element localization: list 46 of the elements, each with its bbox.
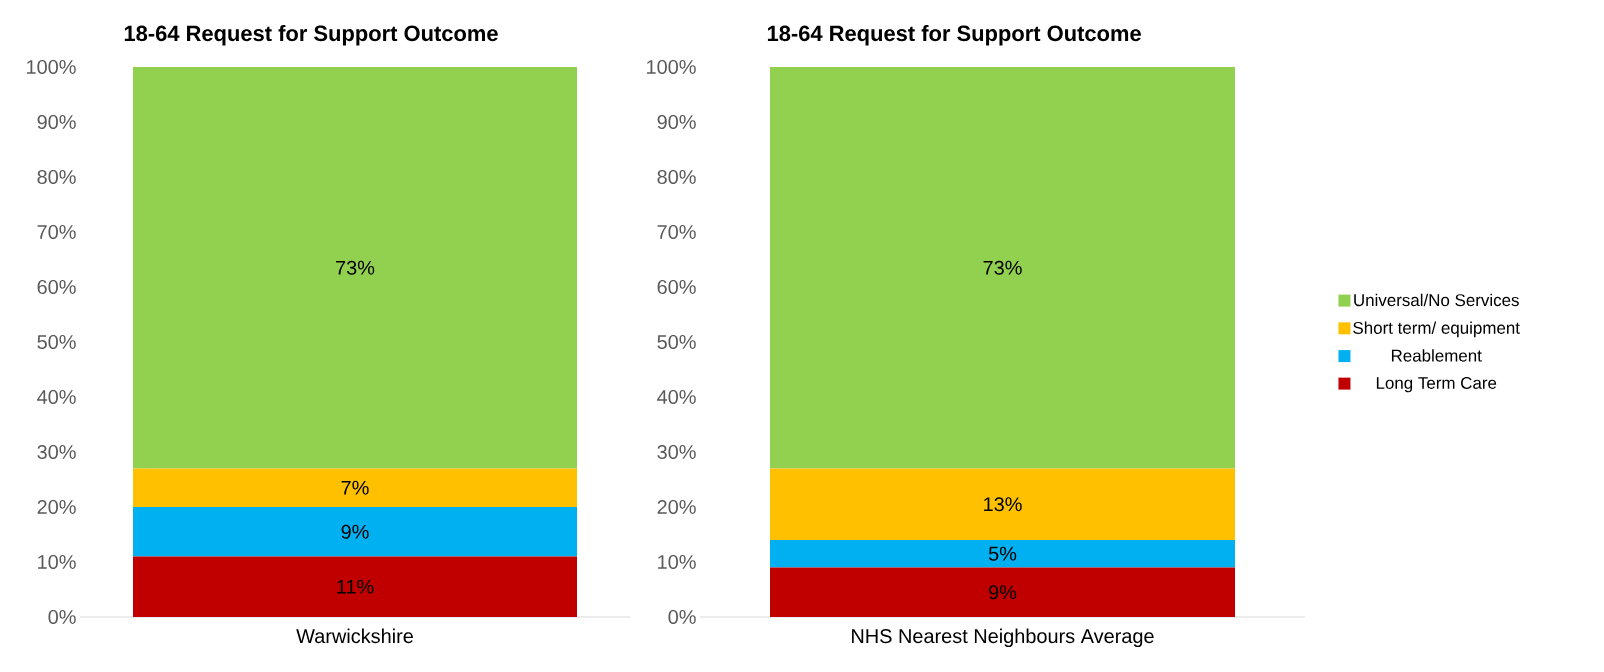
y-tick-label: 60% xyxy=(657,279,696,295)
data-label: 5% xyxy=(988,546,1017,561)
y-tick-label: 30% xyxy=(37,444,76,460)
text: Reablement xyxy=(1391,349,1482,362)
y-tick-label: 100% xyxy=(647,59,696,75)
bar xyxy=(770,66,1236,469)
y-tick-label: 40% xyxy=(37,389,76,405)
y-tick-label: 70% xyxy=(657,224,696,240)
chart-title: 18-64 Request for Support Outcome xyxy=(124,25,498,46)
legend-label: Short term/ equipment xyxy=(1353,321,1520,338)
y-tick-label: 100% xyxy=(27,59,76,75)
bar xyxy=(133,66,578,469)
y-tick-label: 60% xyxy=(37,279,76,295)
y-tick-label: 20% xyxy=(657,499,696,515)
y-tick-label: 70% xyxy=(37,224,76,240)
y-tick-label: 90% xyxy=(657,114,696,130)
bar xyxy=(133,507,578,557)
x-tick-label: NHS Nearest Neighbours Average xyxy=(852,628,1154,648)
y-tick-label: 10% xyxy=(658,554,696,570)
y-tick-label: 50% xyxy=(37,334,76,350)
y-tick-label: 10% xyxy=(38,554,76,570)
y-tick-label: 50% xyxy=(657,334,696,350)
y-tick-label: 80% xyxy=(37,169,76,185)
bar xyxy=(770,567,1236,617)
data-label: 11% xyxy=(337,579,374,594)
data-label: 73% xyxy=(983,260,1022,275)
data-label: 7% xyxy=(341,480,369,495)
data-label: 9% xyxy=(341,524,369,539)
legend-label: Long Term Care xyxy=(1376,376,1497,393)
y-tick-label: 0% xyxy=(48,609,76,625)
data-label: 73% xyxy=(336,260,375,275)
y-tick-label: 40% xyxy=(657,389,696,405)
y-tick-label: 80% xyxy=(657,169,696,185)
bar xyxy=(133,468,578,507)
y-tick-label: 0% xyxy=(668,609,696,625)
y-tick-label: 90% xyxy=(37,114,76,130)
data-label: 9% xyxy=(989,585,1017,600)
chart-title: 18-64 Request for Support Outcome xyxy=(767,25,1141,46)
y-tick-label: 30% xyxy=(657,444,696,460)
bar xyxy=(770,540,1236,568)
y-tick-label: 20% xyxy=(37,499,76,515)
data-label: 13% xyxy=(984,497,1022,512)
legend-label: Universal/No Services xyxy=(1354,293,1519,307)
bar xyxy=(133,556,578,617)
bar xyxy=(770,468,1236,540)
x-tick-label: Warwickshire xyxy=(296,628,413,644)
